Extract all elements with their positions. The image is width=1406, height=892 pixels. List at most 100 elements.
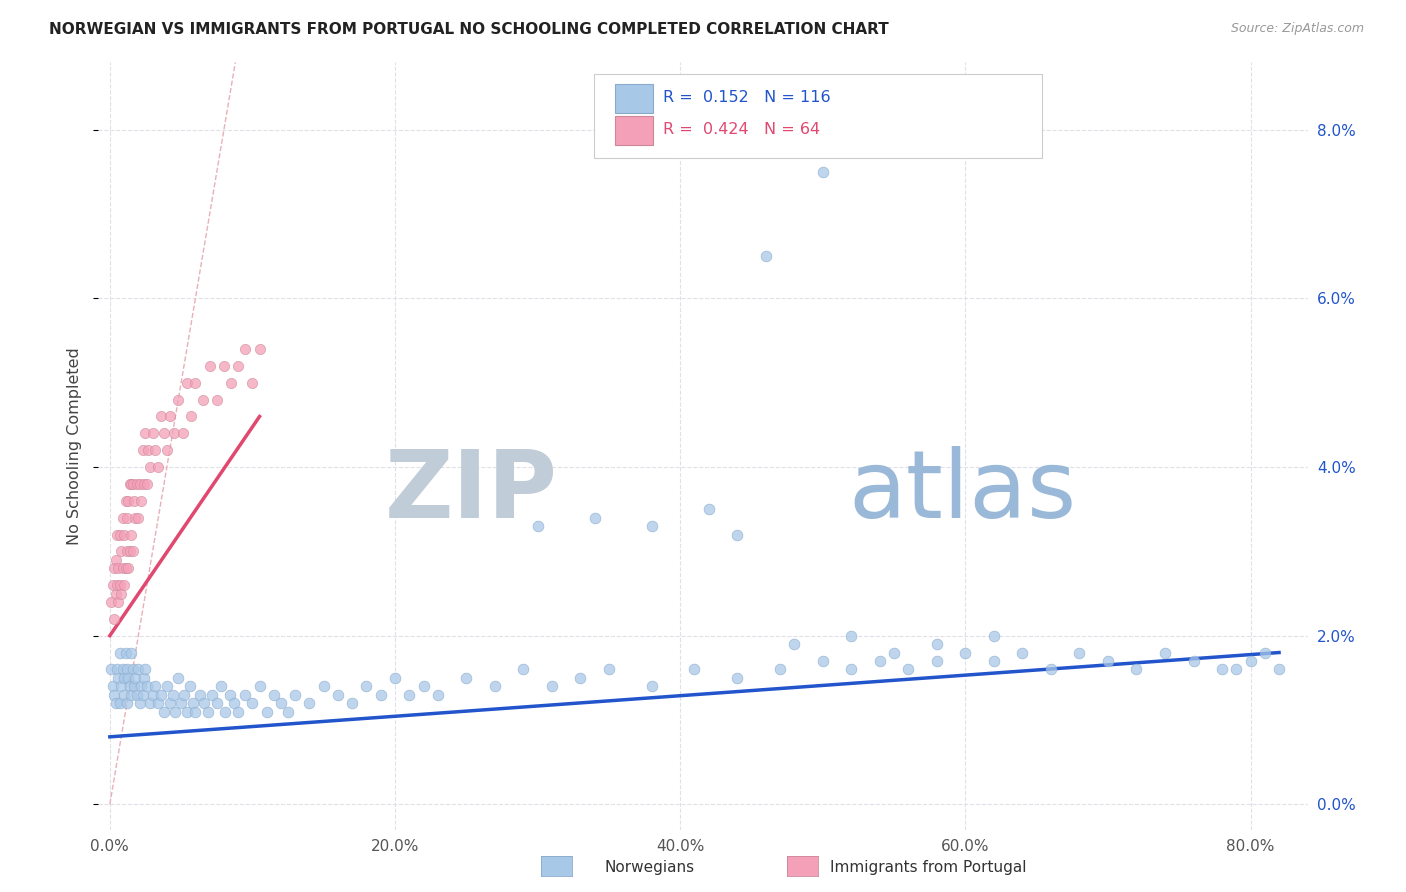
Point	[284, 688, 307, 702]
Point	[129, 679, 152, 693]
Point	[326, 688, 349, 702]
Point	[118, 477, 141, 491]
Point	[277, 705, 299, 719]
Point	[148, 460, 170, 475]
Point	[132, 477, 155, 491]
Point	[128, 696, 150, 710]
Point	[214, 705, 236, 719]
Point	[897, 662, 920, 676]
Point	[1268, 662, 1291, 676]
Point	[159, 696, 181, 710]
Point	[219, 376, 242, 390]
Point	[112, 671, 135, 685]
Point	[298, 696, 321, 710]
Point	[125, 477, 148, 491]
Point	[156, 679, 179, 693]
Bar	[614, 84, 654, 113]
Point	[111, 662, 134, 676]
Point	[103, 688, 125, 702]
Point	[118, 544, 141, 558]
Point	[598, 662, 620, 676]
Point	[226, 705, 249, 719]
Point	[163, 426, 186, 441]
Point	[117, 561, 139, 575]
Point	[811, 165, 834, 179]
Point	[249, 679, 271, 693]
Point	[173, 688, 195, 702]
Point	[1154, 646, 1177, 660]
Point	[108, 578, 131, 592]
Point	[125, 688, 148, 702]
Point	[176, 705, 198, 719]
Point	[983, 629, 1005, 643]
Point	[110, 544, 132, 558]
Point	[101, 578, 124, 592]
Point	[112, 688, 135, 702]
Point	[1225, 662, 1247, 676]
Point	[569, 671, 592, 685]
Point	[128, 477, 150, 491]
Point	[134, 426, 156, 441]
Point	[1069, 646, 1091, 660]
Point	[983, 654, 1005, 668]
Text: ZIP: ZIP	[385, 446, 558, 538]
Point	[398, 688, 420, 702]
Y-axis label: No Schooling Completed: No Schooling Completed	[67, 347, 83, 545]
Point	[249, 342, 271, 356]
Point	[117, 493, 139, 508]
Point	[120, 477, 142, 491]
Point	[180, 409, 202, 424]
Point	[270, 696, 292, 710]
Text: R =  0.152   N = 116: R = 0.152 N = 116	[664, 90, 831, 105]
Bar	[614, 116, 654, 145]
Point	[135, 679, 157, 693]
Point	[426, 688, 449, 702]
Point	[120, 646, 142, 660]
Point	[188, 688, 211, 702]
Point	[205, 696, 228, 710]
Point	[120, 527, 142, 541]
Point	[114, 646, 136, 660]
Point	[212, 359, 235, 373]
Point	[697, 502, 720, 516]
Point	[925, 654, 948, 668]
Point	[191, 392, 214, 407]
Point	[108, 527, 131, 541]
Point	[1239, 654, 1261, 668]
Point	[179, 679, 201, 693]
Point	[118, 679, 141, 693]
Point	[356, 679, 378, 693]
Point	[153, 426, 176, 441]
Point	[121, 544, 143, 558]
Point	[170, 696, 193, 710]
Point	[121, 477, 143, 491]
Point	[111, 561, 134, 575]
Point	[384, 671, 406, 685]
Point	[124, 671, 146, 685]
Point	[131, 688, 153, 702]
Point	[769, 662, 792, 676]
Point	[955, 646, 977, 660]
Point	[201, 688, 224, 702]
Point	[167, 671, 190, 685]
Point	[142, 688, 165, 702]
Point	[115, 510, 138, 524]
Point	[115, 662, 138, 676]
Point	[104, 696, 127, 710]
Point	[683, 662, 706, 676]
Point	[484, 679, 506, 693]
Point	[139, 460, 162, 475]
FancyBboxPatch shape	[595, 74, 1042, 158]
Point	[198, 359, 221, 373]
Point	[583, 510, 606, 524]
Point	[122, 493, 145, 508]
Point	[131, 443, 153, 458]
Point	[218, 688, 240, 702]
Point	[205, 392, 228, 407]
Point	[312, 679, 335, 693]
Point	[242, 696, 264, 710]
Point	[101, 679, 124, 693]
Text: Immigrants from Portugal: Immigrants from Portugal	[830, 860, 1026, 874]
Point	[121, 662, 143, 676]
Point	[839, 662, 862, 676]
